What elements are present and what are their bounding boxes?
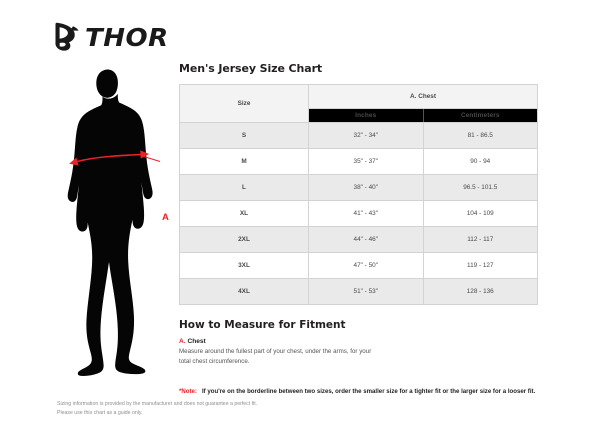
header-unit-centimeters: Centimeters	[422, 107, 538, 124]
cell-centimeters: 119 - 127	[422, 252, 538, 279]
note-text: If you're on the borderline between two …	[201, 388, 536, 396]
chart-content: Men's Jersey Size Chart Size A. Chest In…	[179, 62, 539, 395]
cell-size: XL	[179, 200, 309, 227]
cell-inches: 35" - 37"	[308, 148, 424, 175]
table-row: L 38" - 40" 96.5 - 101.5	[179, 174, 538, 201]
cell-size: S	[179, 122, 309, 149]
note-tag: *Note:	[179, 388, 197, 396]
thor-brand-logo: THOR	[50, 18, 175, 56]
table-row: M 35" - 37" 90 - 94	[179, 148, 538, 175]
table-header-row-main: Size A. Chest	[179, 84, 538, 123]
table-head: Size A. Chest Inches Centimeters	[179, 84, 538, 124]
cell-inches: 41" - 43"	[308, 200, 424, 227]
header-chest-group: A. Chest	[308, 84, 538, 109]
measure-item-description: Measure around the fullest part of your …	[179, 348, 372, 365]
measure-item-chest: A. Chest Measure around the fullest part…	[179, 338, 539, 366]
table-row: S 32" - 34" 81 - 86.5	[179, 122, 538, 149]
table-row: XL 41" - 43" 104 - 109	[179, 200, 538, 227]
disclaimer-footer: Sizing information is provided by the ma…	[57, 400, 387, 418]
chest-measure-line	[69, 150, 161, 166]
cell-centimeters: 112 - 117	[422, 226, 538, 253]
measure-item-name: Chest	[187, 338, 206, 345]
cell-size: M	[179, 148, 309, 175]
cell-size: 2XL	[179, 226, 309, 253]
cell-centimeters: 81 - 86.5	[422, 122, 538, 149]
size-chart-table: Size A. Chest Inches Centimeters S 32" -…	[179, 84, 538, 305]
thor-helmet-icon	[55, 22, 79, 51]
header-unit-inches: Inches	[308, 107, 424, 124]
cell-inches: 47" - 50"	[308, 252, 424, 279]
disclaimer-line-2: Please use this chart as a guide only.	[57, 410, 143, 417]
measure-point-label-a: A	[162, 212, 169, 223]
table-row: 2XL 44" - 46" 112 - 117	[179, 226, 538, 253]
cell-inches: 32" - 34"	[308, 122, 424, 149]
table-body: S 32" - 34" 81 - 86.5 M 35" - 37" 90 - 9…	[179, 122, 538, 305]
body-silhouette-figure: A	[44, 62, 184, 392]
table-header-row-units: Inches Centimeters	[180, 107, 538, 124]
cell-centimeters: 96.5 - 101.5	[422, 174, 538, 201]
table-row: 4XL 51" - 53" 128 - 136	[179, 278, 538, 305]
sizing-note: *Note: If you're on the borderline betwee…	[179, 388, 539, 395]
cell-size: L	[179, 174, 309, 201]
table-row: 3XL 47" - 50" 119 - 127	[179, 252, 538, 279]
cell-centimeters: 104 - 109	[422, 200, 538, 227]
measure-item-letter: A.	[179, 338, 186, 345]
brand-name: THOR	[85, 22, 169, 52]
disclaimer-line-1: Sizing information is provided by the ma…	[57, 401, 258, 407]
header-size: Size	[179, 84, 309, 123]
cell-inches: 38" - 40"	[308, 174, 424, 201]
cell-inches: 51" - 53"	[308, 278, 424, 305]
cell-centimeters: 90 - 94	[422, 148, 538, 175]
measure-item-heading: A. Chest	[179, 338, 539, 345]
how-to-measure-title: How to Measure for Fitment	[179, 319, 346, 331]
cell-size: 4XL	[179, 278, 309, 305]
cell-size: 3XL	[179, 252, 309, 279]
cell-inches: 44" - 46"	[308, 226, 424, 253]
how-to-measure-section: How to Measure for Fitment A. Chest Meas…	[179, 319, 539, 395]
page-title: Men's Jersey Size Chart	[179, 62, 323, 75]
cell-centimeters: 128 - 136	[422, 278, 538, 305]
